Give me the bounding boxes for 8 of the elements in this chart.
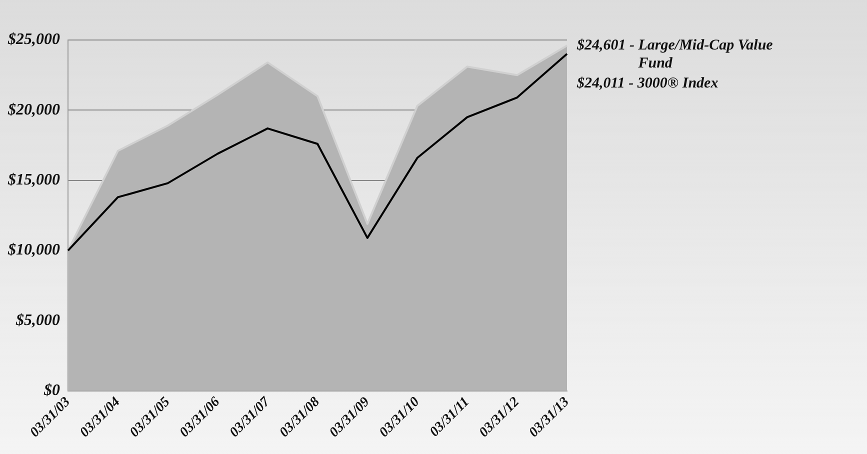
y-tick-label: $15,000 [7,172,60,189]
y-tick-label: $10,000 [7,242,60,259]
y-tick-label: $20,000 [7,101,60,118]
y-tick-label: $5,000 [15,312,60,329]
y-tick-label: $0 [43,382,60,400]
y-tick-label: $25,000 [7,31,60,48]
annotation: $24,601 - Large/Mid-Cap Value Fund [576,37,774,72]
annotation: $24,011 - 3000® Index [576,75,719,92]
